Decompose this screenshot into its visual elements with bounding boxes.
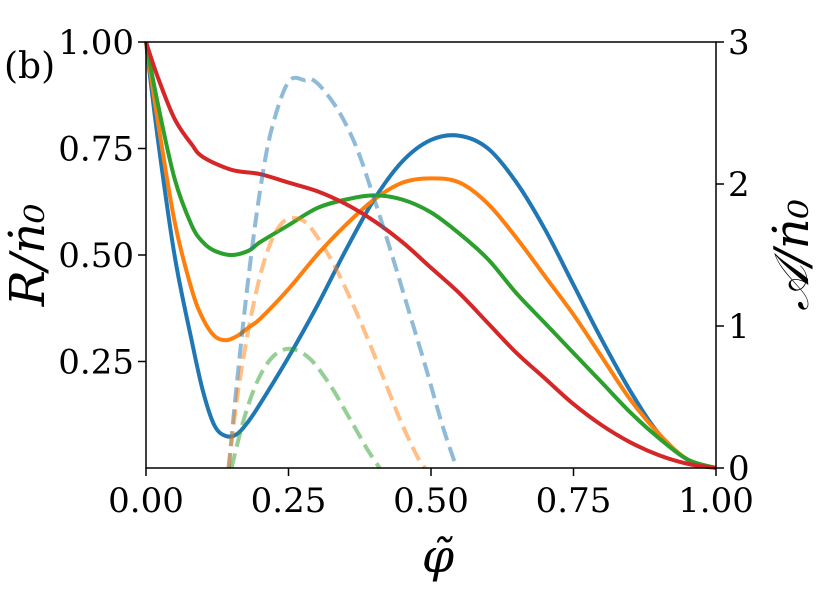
y-tick-label-left: 1.00 xyxy=(58,23,134,63)
x-tick-label: 0.75 xyxy=(536,481,612,521)
y-axis-label-left: R/ṅ₀ xyxy=(0,204,56,307)
series-line-dashed-5 xyxy=(226,216,427,470)
x-tick-label: 1.00 xyxy=(678,481,754,521)
series-line-dashed-6 xyxy=(229,346,382,470)
series-line-solid-2 xyxy=(144,41,717,470)
series-line-solid-3 xyxy=(144,41,717,470)
x-axis-label: φ̃ xyxy=(422,529,455,583)
panel-label: (b) xyxy=(4,46,55,87)
y-tick-label-left: 0.50 xyxy=(58,236,134,276)
x-tick-label: 0.50 xyxy=(393,481,469,521)
y-axis-label-right: 𝒜/ṅ₀ xyxy=(764,199,820,311)
y-tick-label-left: 0.75 xyxy=(58,130,134,170)
y-ticks-left: 0.25 0.50 0.75 1.00 xyxy=(58,23,146,383)
x-tick-label: 0.25 xyxy=(251,481,327,521)
y-tick-label-right: 2 xyxy=(728,165,750,205)
y-tick-label-right: 3 xyxy=(728,23,750,63)
y-tick-label-right: 0 xyxy=(728,449,750,489)
series-line-solid-1 xyxy=(144,41,717,470)
y-tick-label-right: 1 xyxy=(728,307,750,347)
x-tick-label: 0.00 xyxy=(108,481,184,521)
series-line-dashed-4 xyxy=(226,75,459,469)
y-ticks-right: 0 1 2 3 xyxy=(716,23,750,489)
series-line-solid-0 xyxy=(144,41,717,470)
y-tick-label-left: 0.25 xyxy=(58,343,134,383)
series-layer xyxy=(144,41,717,470)
x-ticks: 0.00 0.25 0.50 0.75 1.00 xyxy=(108,468,754,521)
